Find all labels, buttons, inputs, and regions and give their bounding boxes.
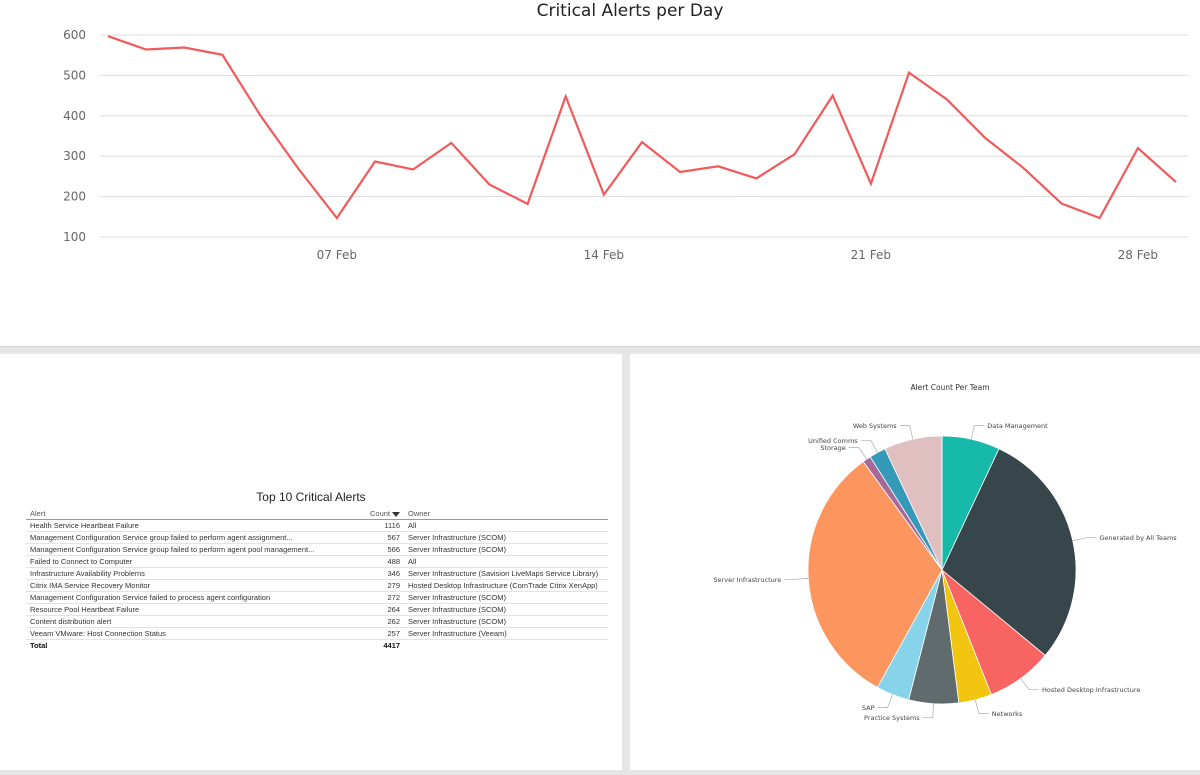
table-row[interactable]: Management Configuration Service group f… [26,543,608,556]
sort-descending-icon[interactable] [392,511,400,517]
cell-count: 279 [354,579,404,592]
line-chart[interactable]: Critical Alerts per Day 100 200 300 400 500 6… [0,0,1200,346]
pie-slice-label: Unified Comms [808,437,858,445]
table-row[interactable]: Veeam VMware: Host Connection Status 257 S… [26,627,608,640]
cell-alert: Health Service Heartbeat Failure [26,519,354,532]
top-alerts-panel: Top 10 Critical Alerts Alert Count Owner… [0,354,622,770]
cell-count: 257 [354,627,404,640]
pie-slice-label: SAP [862,704,875,712]
table-row[interactable]: Citrix IMA Service Recovery Monitor 279 Ho… [26,579,608,592]
pie-slice-label: Server Infrastructure [713,576,781,584]
cell-count: 346 [354,567,404,580]
pie-leader-line [922,703,934,719]
total-owner-empty [404,640,608,652]
pie-slice-label: Generated by All Teams [1099,534,1177,542]
table-row[interactable]: Health Service Heartbeat Failure 1116 All [26,519,608,532]
pie-slice-label: Networks [992,710,1023,718]
pie-leader-line [860,439,878,453]
pie-leader-line [784,578,809,580]
y-tick-label: 100 [63,230,86,244]
total-label: Total [30,641,48,650]
pie-slice[interactable] [941,448,1077,656]
pie-slice-label: Practice Systems [864,714,920,722]
pie-slice-label: Hosted Desktop Infrastructure [1042,686,1140,694]
series-line [107,35,1177,220]
cell-owner: All [404,519,608,532]
pie-leader-line [1072,537,1097,542]
column-header-count-label: Count [369,509,390,518]
column-header-count[interactable]: Count [354,508,404,520]
cell-owner: Server Infrastructure (SCOM) [404,531,608,544]
cell-owner: Server Infrastructure (Veeam) [404,627,608,640]
table-row[interactable]: Infrastructure Availability Problems 346 S… [26,567,608,580]
cell-owner: Server Infrastructure (SCOM) [404,543,608,556]
table-header-row: Alert Count Owner [26,508,608,520]
pie-leader-line [899,425,914,440]
y-tick-label: 400 [63,109,86,123]
table-row[interactable]: Content distribution alert 262 Server Infr… [26,615,608,628]
cell-owner: Server Infrastructure (SCOM) [404,603,608,616]
pie-slice-label: Storage [820,444,845,452]
table-row[interactable]: Management Configuration Service failed … [26,591,608,604]
y-tick-label: 600 [63,28,86,42]
cell-owner: All [404,555,608,568]
table-row[interactable]: Management Configuration Service group f… [26,531,608,544]
cell-alert: Management Configuration Service group f… [26,531,354,544]
cell-alert: Management Configuration Service failed … [26,591,354,604]
total-row: Total 4417 [26,640,608,652]
pie-slice[interactable] [884,435,943,571]
line-chart-panel: Critical Alerts per Day 100 200 300 400 500 6… [0,0,1200,347]
pie-chart[interactable]: Alert Count Per Team Data Management Gene… [630,354,1200,770]
cell-owner: Hosted Desktop Infrastructure (ComTrade … [404,579,608,592]
cell-owner: Server Infrastructure (Savision LiveMaps… [404,567,608,580]
pie-leader-line [974,699,989,714]
cell-count: 264 [354,603,404,616]
pie-leader-line [848,447,867,460]
pie-leader-line [877,694,894,708]
table-row[interactable]: Resource Pool Heartbeat Failure 264 Server… [26,603,608,616]
x-tick-label: 21 Feb [851,248,891,262]
x-tick-label: 28 Feb [1118,248,1158,262]
cell-alert: Resource Pool Heartbeat Failure [26,603,354,616]
top-alerts-table: Alert Count Owner Health Service Heartbe… [26,508,608,651]
column-header-alert[interactable]: Alert [26,508,354,520]
cell-count: 566 [354,543,404,556]
cell-alert: Management Configuration Service group f… [26,543,354,556]
cell-owner: Server Infrastructure (SCOM) [404,591,608,604]
cell-owner: Server Infrastructure (SCOM) [404,615,608,628]
cell-count: 262 [354,615,404,628]
table-row[interactable]: Failed to Connect to Computer 488 All [26,555,608,568]
cell-count: 1116 [354,519,404,532]
pie-leader-line [1020,678,1039,691]
team-pie-panel: Alert Count Per Team Data Management Gene… [630,354,1200,770]
cell-alert: Veeam VMware: Host Connection Status [26,627,354,640]
pie-slice-label: Web Systems [853,422,897,430]
pie-slice-label: Data Management [987,422,1048,430]
pie-leader-line [970,425,985,440]
x-tick-label: 14 Feb [584,248,624,262]
y-tick-label: 200 [63,190,86,204]
y-tick-label: 500 [63,68,86,82]
total-value: 4417 [383,641,400,650]
cell-alert: Failed to Connect to Computer [26,555,354,568]
pie-chart-title: Alert Count Per Team [910,383,989,392]
cell-alert: Citrix IMA Service Recovery Monitor [26,579,354,592]
table-title: Top 10 Critical Alerts [256,490,366,504]
line-chart-title: Critical Alerts per Day [537,1,724,21]
cell-alert: Infrastructure Availability Problems [26,567,354,580]
column-header-owner[interactable]: Owner [404,508,608,520]
cell-count: 567 [354,531,404,544]
x-tick-label: 07 Feb [317,248,357,262]
cell-count: 272 [354,591,404,604]
cell-count: 488 [354,555,404,568]
cell-alert: Content distribution alert [26,615,354,628]
y-tick-label: 300 [63,149,86,163]
